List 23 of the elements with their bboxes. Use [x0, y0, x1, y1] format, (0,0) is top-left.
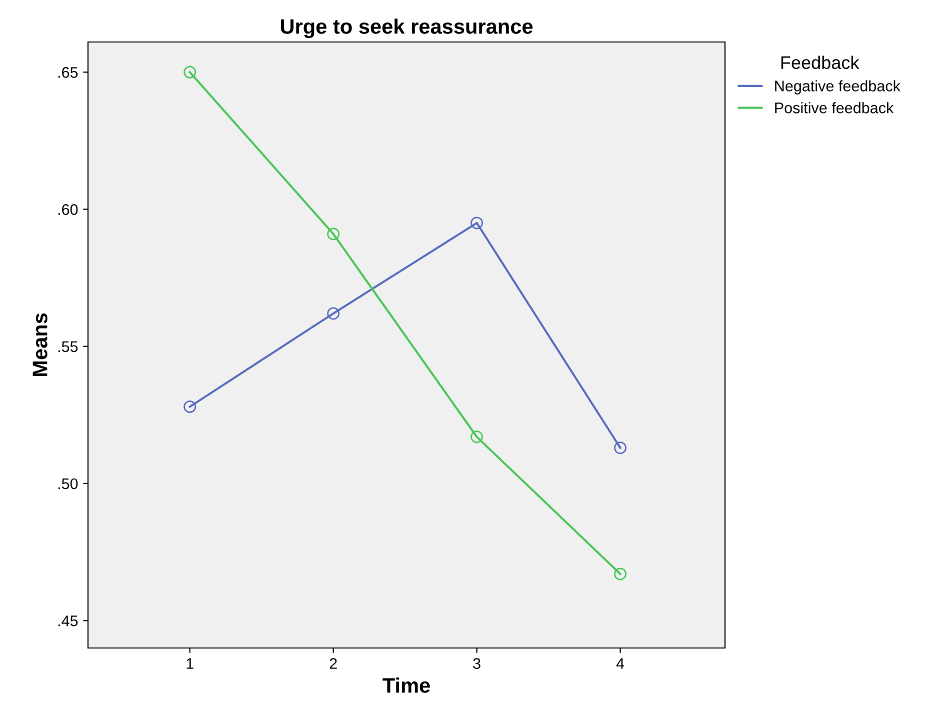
- point: [470, 216, 484, 230]
- legend-title: Feedback: [781, 56, 860, 70]
- y-tick-label: .45: [58, 616, 78, 626]
- x-tick-label: 1: [186, 658, 194, 669]
- point: [470, 430, 484, 444]
- x-axis-title: Time: [382, 678, 430, 693]
- chart-title: Urge to seek reassurance: [280, 18, 533, 38]
- point: [614, 568, 627, 580]
- point: [327, 307, 340, 320]
- x-tick-label: 3: [473, 658, 480, 669]
- point: [327, 228, 340, 240]
- point: [184, 66, 196, 78]
- y-axis-title: Means: [32, 313, 48, 376]
- x-tick-label: 2: [330, 658, 337, 669]
- y-tick-label: .60: [58, 204, 78, 215]
- x-tick-label: 4: [616, 658, 624, 669]
- y-tick-label: .65: [58, 67, 78, 78]
- y-tick-label: .55: [58, 341, 78, 352]
- legend-label: Negative feedback: [775, 80, 900, 94]
- point: [184, 400, 196, 413]
- y-tick-label: .50: [58, 478, 78, 490]
- legend-label: Positive feedback: [775, 102, 894, 114]
- point: [614, 442, 627, 454]
